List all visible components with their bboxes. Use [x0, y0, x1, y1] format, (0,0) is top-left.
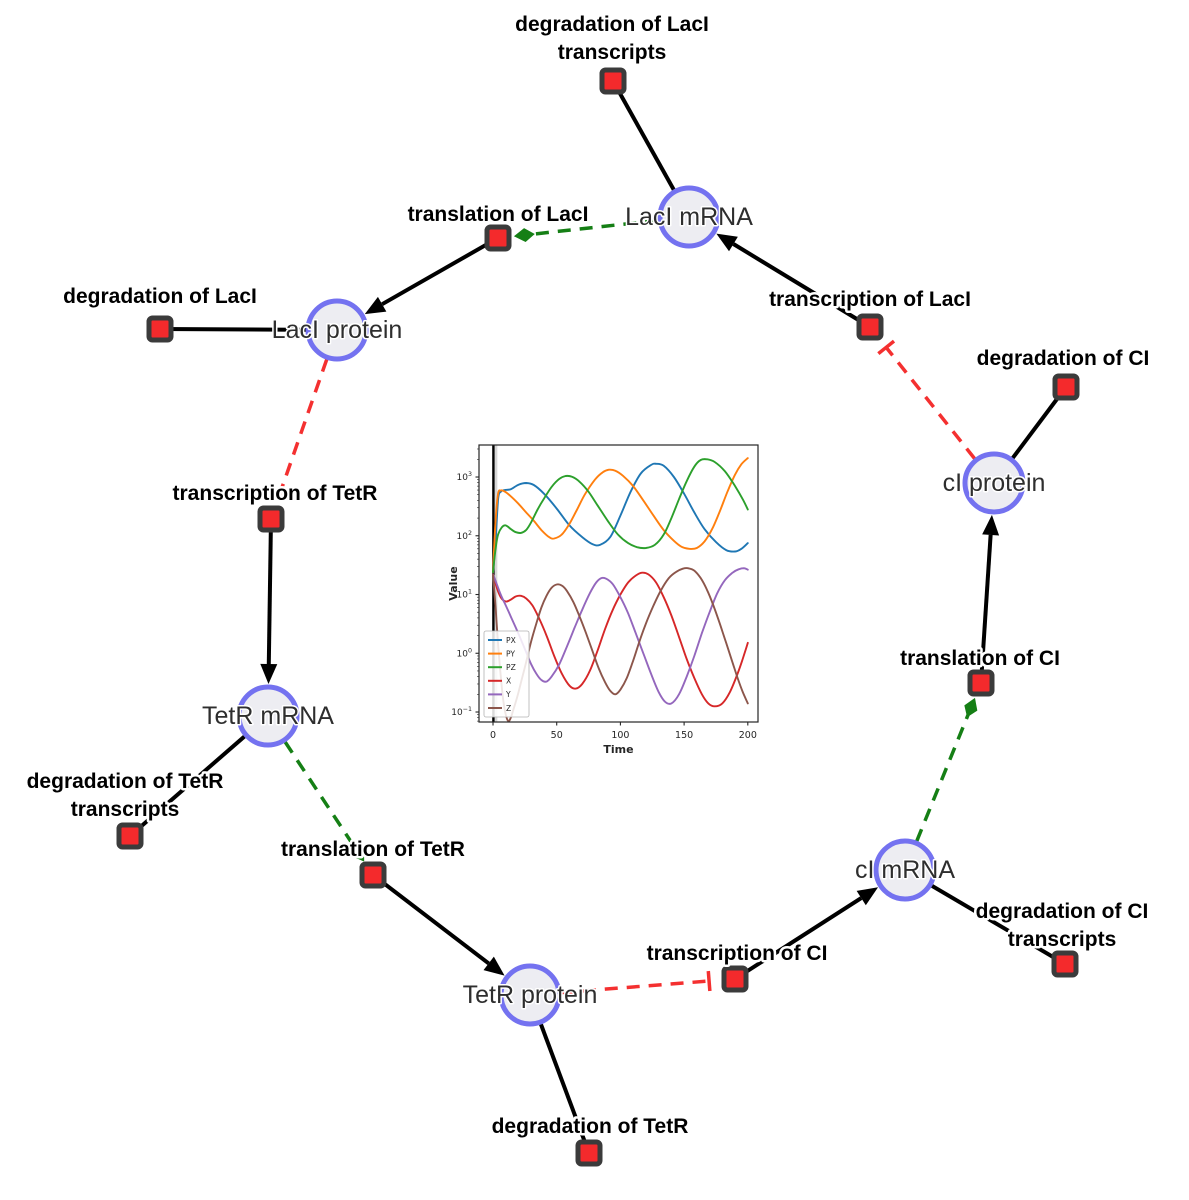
reaction-label-deg_ci-0: degradation of CI [977, 347, 1150, 370]
series-line-PX [492, 462, 749, 574]
reaction-node-transl_tetr[interactable] [359, 861, 387, 889]
reaction-node-transl_ci[interactable] [967, 669, 995, 697]
reaction-label-deg_tetr_tx-0: degradation of TetR [27, 770, 224, 793]
reaction-label-transl_laci-0: translation of LacI [408, 203, 589, 226]
edge-arrow-tx_tetr-tetr_mrna [260, 518, 278, 685]
species-label-tetr_protein: TetR protein [463, 981, 598, 1009]
series-line-X [492, 571, 749, 708]
edge-activation-ci_mrna-transl_ci [915, 697, 978, 842]
axes-box [478, 444, 759, 723]
species-node-ci_protein[interactable] [962, 451, 1026, 515]
reaction-label-deg_ci_tx-1: transcripts [1008, 928, 1117, 951]
legend: PX PY PZ XYZ [483, 630, 530, 718]
edge-arrow-tx_laci-laci_mrna [716, 233, 872, 329]
edge-arrow-transl_tetr-tetr_protein [371, 873, 505, 976]
reaction-node-deg_laci_tx[interactable] [599, 67, 627, 95]
reaction-label-deg_tetr-0: degradation of TetR [492, 1115, 689, 1138]
species-label-ci_protein: cI protein [943, 469, 1046, 497]
reaction-node-deg_ci_tx[interactable] [1051, 950, 1079, 978]
x-tick-label: 200 [739, 730, 757, 741]
x-axis: 0 50 100 150 200 Time [490, 722, 757, 756]
reaction-label-tx_ci-0: transcription of CI [647, 942, 828, 965]
labels-layer: LacI mRNA LacI protein TetR mRNA TetR prote… [24, 11, 1152, 1141]
reaction-label-tx_tetr-0: transcription of TetR [173, 482, 378, 505]
series-line-PY [492, 457, 749, 574]
reaction-node-deg_tetr[interactable] [575, 1139, 603, 1167]
reaction-node-transl_laci[interactable] [484, 224, 512, 252]
edge-inhibition-ci_protein-tx_laci [877, 339, 977, 460]
species-node-ci_mrna[interactable] [873, 838, 937, 902]
edge-inhibition-laci_protein-tx_tetr [269, 358, 329, 500]
species-node-laci_protein[interactable] [305, 298, 369, 362]
edge-arrow-transl_laci-laci_protein [364, 236, 499, 315]
edge-arrow-tx_ci-ci_mrna [733, 887, 879, 981]
x-tick-label: 100 [611, 730, 629, 741]
reaction-label-deg_laci_tx-1: transcripts [558, 41, 667, 64]
species-node-tetr_mrna[interactable] [236, 684, 300, 748]
legend-label-PZ: PZ [506, 663, 516, 672]
inset-chart: 103 102 101 100 10−1 Value 0 50 100 150 200 Time PX P… [448, 436, 770, 758]
legend-label-Y: Y [505, 690, 511, 699]
x-tick-label: 50 [551, 730, 563, 741]
reaction-label-deg_laci_tx-0: degradation of LacI [515, 13, 709, 36]
reaction-node-deg_ci[interactable] [1052, 373, 1080, 401]
legend-label-PY: PY [506, 649, 515, 658]
edge-inhibition-tetr_protein-tx_ci [560, 970, 712, 995]
edge-activation-laci_mrna-transl_laci [513, 218, 659, 243]
legend-label-PX: PX [506, 636, 516, 645]
species-label-ci_mrna: cI mRNA [855, 856, 955, 884]
species-label-laci_protein: LacI protein [272, 316, 403, 344]
edge-arrow-transl_ci-ci_protein [979, 514, 1000, 684]
legend-label-Z: Z [506, 704, 511, 713]
reaction-node-tx_ci[interactable] [721, 965, 749, 993]
reaction-label-deg_tetr_tx-1: transcripts [71, 798, 180, 821]
reaction-label-deg_laci-0: degradation of LacI [63, 285, 257, 308]
reaction-label-tx_laci-0: transcription of LacI [769, 288, 971, 311]
y-axis-title: Value [448, 566, 460, 600]
x-tick-label: 150 [675, 730, 693, 741]
x-tick-label: 0 [490, 730, 496, 741]
edge-activation-tetr_mrna-transl_tetr [283, 740, 365, 862]
reaction-node-tx_laci[interactable] [856, 313, 884, 341]
reaction-label-deg_ci_tx-0: degradation of CI [976, 900, 1149, 923]
species-node-laci_mrna[interactable] [657, 185, 721, 249]
reaction-node-deg_laci[interactable] [146, 315, 174, 343]
series-line-PZ [492, 458, 749, 574]
nodes-layer [116, 67, 1080, 1167]
reaction-node-tx_tetr[interactable] [257, 505, 285, 533]
reaction-label-transl_tetr-0: translation of TetR [281, 838, 465, 861]
legend-label-X: X [506, 677, 511, 686]
species-node-tetr_protein[interactable] [498, 963, 562, 1027]
reaction-label-transl_ci-0: translation of CI [900, 647, 1060, 670]
species-label-laci_mrna: LacI mRNA [625, 203, 753, 231]
reaction-node-deg_tetr_tx[interactable] [116, 822, 144, 850]
species-label-tetr_mrna: TetR mRNA [202, 702, 334, 730]
x-axis-title: Time [603, 743, 633, 756]
